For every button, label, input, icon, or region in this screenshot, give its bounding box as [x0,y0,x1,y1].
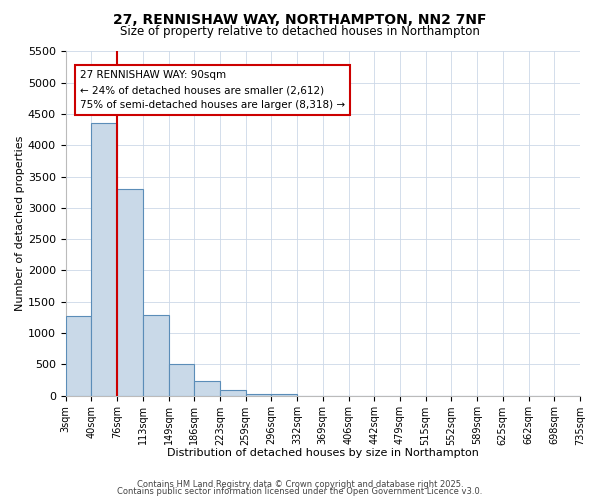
Bar [220,390,245,396]
X-axis label: Distribution of detached houses by size in Northampton: Distribution of detached houses by size … [167,448,479,458]
Y-axis label: Number of detached properties: Number of detached properties [15,136,25,311]
Bar [245,394,271,396]
Text: Contains public sector information licensed under the Open Government Licence v3: Contains public sector information licen… [118,487,482,496]
Bar [169,364,194,396]
Bar [65,316,91,396]
Bar [117,189,143,396]
Bar [143,316,169,396]
Bar [194,381,220,396]
Bar [271,394,297,396]
Text: 27 RENNISHAW WAY: 90sqm
← 24% of detached houses are smaller (2,612)
75% of semi: 27 RENNISHAW WAY: 90sqm ← 24% of detache… [80,70,345,110]
Bar [91,124,117,396]
Text: Size of property relative to detached houses in Northampton: Size of property relative to detached ho… [120,25,480,38]
Text: 27, RENNISHAW WAY, NORTHAMPTON, NN2 7NF: 27, RENNISHAW WAY, NORTHAMPTON, NN2 7NF [113,12,487,26]
Text: Contains HM Land Registry data © Crown copyright and database right 2025.: Contains HM Land Registry data © Crown c… [137,480,463,489]
